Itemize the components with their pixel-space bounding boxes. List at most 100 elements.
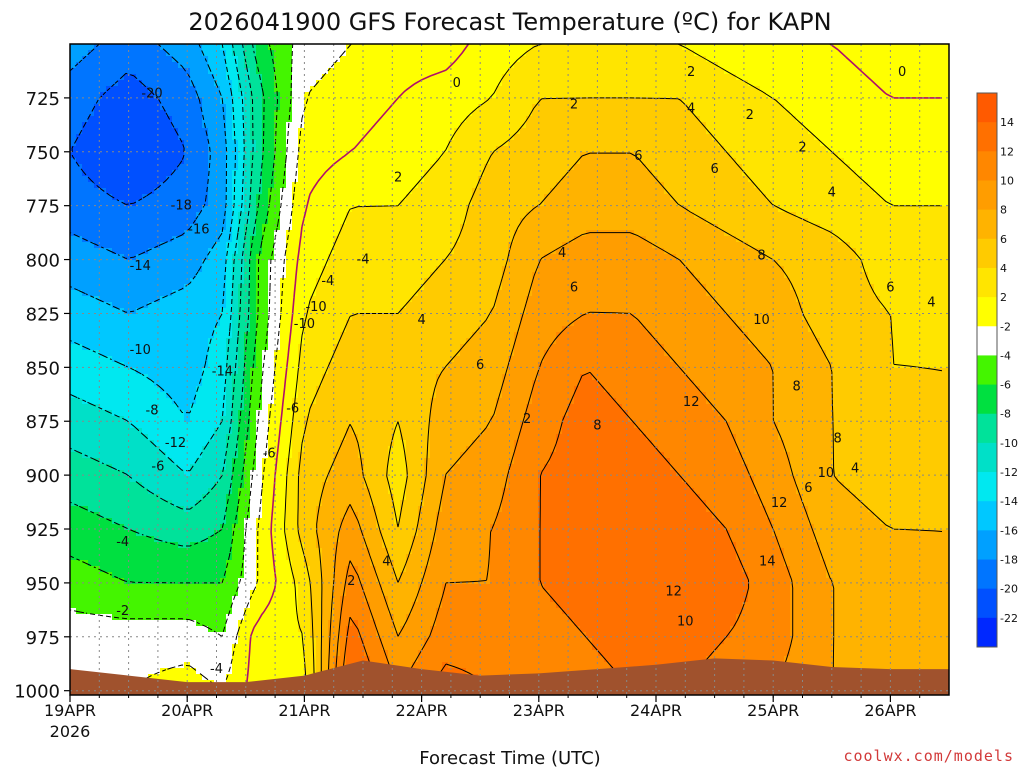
field-cell bbox=[130, 620, 136, 626]
field-cell bbox=[256, 626, 262, 632]
field-cell bbox=[142, 374, 148, 380]
field-cell bbox=[316, 560, 322, 566]
field-cell bbox=[166, 626, 172, 632]
field-cell bbox=[160, 386, 166, 392]
field-cell bbox=[130, 548, 136, 554]
field-cell bbox=[178, 134, 184, 140]
field-cell bbox=[214, 368, 220, 374]
field-cell bbox=[166, 188, 172, 194]
field-cell bbox=[340, 524, 346, 530]
field-cell bbox=[244, 368, 250, 374]
field-cell bbox=[70, 350, 76, 356]
field-cell bbox=[106, 536, 112, 542]
field-cell bbox=[166, 434, 172, 440]
field-cell bbox=[82, 278, 88, 284]
field-cell bbox=[70, 164, 76, 170]
field-cell bbox=[106, 230, 112, 236]
field-cell bbox=[244, 608, 250, 614]
field-cell bbox=[286, 536, 292, 542]
field-cell bbox=[310, 428, 316, 434]
field-cell bbox=[208, 224, 214, 230]
field-cell bbox=[262, 56, 268, 62]
field-cell bbox=[322, 500, 328, 506]
field-cell bbox=[106, 104, 112, 110]
field-cell bbox=[220, 380, 226, 386]
field-cell bbox=[268, 554, 274, 560]
field-cell bbox=[118, 356, 124, 362]
field-cell bbox=[112, 584, 118, 590]
field-cell bbox=[262, 548, 268, 554]
field-cell bbox=[262, 314, 268, 320]
field-cell bbox=[310, 68, 316, 74]
field-cell bbox=[298, 602, 304, 608]
field-cell bbox=[322, 620, 328, 626]
field-cell bbox=[310, 134, 316, 140]
field-cell bbox=[268, 398, 274, 404]
field-cell bbox=[322, 356, 328, 362]
field-cell bbox=[328, 482, 334, 488]
field-cell bbox=[148, 74, 154, 80]
field-cell bbox=[100, 530, 106, 536]
field-cell bbox=[340, 362, 346, 368]
field-cell bbox=[172, 632, 178, 638]
field-cell bbox=[274, 368, 280, 374]
field-cell bbox=[322, 194, 328, 200]
field-cell bbox=[88, 404, 94, 410]
field-cell bbox=[232, 296, 238, 302]
field-cell bbox=[220, 62, 226, 68]
field-cell bbox=[232, 464, 238, 470]
field-cell bbox=[76, 164, 82, 170]
field-cell bbox=[226, 122, 232, 128]
field-cell bbox=[106, 350, 112, 356]
field-cell bbox=[148, 644, 154, 650]
field-cell bbox=[322, 656, 328, 662]
field-cell bbox=[88, 440, 94, 446]
field-cell bbox=[166, 50, 172, 56]
field-cell bbox=[184, 50, 190, 56]
field-cell bbox=[178, 302, 184, 308]
field-cell bbox=[100, 350, 106, 356]
field-cell bbox=[214, 374, 220, 380]
field-cell bbox=[250, 506, 256, 512]
field-cell bbox=[292, 86, 298, 92]
field-cell bbox=[148, 242, 154, 248]
field-cell bbox=[88, 536, 94, 542]
field-cell bbox=[106, 284, 112, 290]
field-cell bbox=[334, 362, 340, 368]
field-cell bbox=[112, 560, 118, 566]
field-cell bbox=[70, 338, 76, 344]
field-cell bbox=[256, 110, 262, 116]
field-cell bbox=[262, 584, 268, 590]
field-cell bbox=[196, 656, 202, 662]
field-cell bbox=[136, 248, 142, 254]
field-cell bbox=[124, 272, 130, 278]
field-cell bbox=[82, 410, 88, 416]
field-cell bbox=[148, 380, 154, 386]
field-cell bbox=[184, 152, 190, 158]
field-cell bbox=[196, 230, 202, 236]
field-cell bbox=[112, 650, 118, 656]
field-cell bbox=[232, 242, 238, 248]
field-cell bbox=[112, 152, 118, 158]
field-cell bbox=[82, 92, 88, 98]
field-cell bbox=[142, 134, 148, 140]
field-cell bbox=[178, 668, 184, 674]
field-cell bbox=[178, 584, 184, 590]
field-cell bbox=[106, 404, 112, 410]
field-cell bbox=[268, 134, 274, 140]
field-cell bbox=[250, 278, 256, 284]
field-cell bbox=[76, 470, 82, 476]
field-cell bbox=[262, 278, 268, 284]
field-cell bbox=[226, 596, 232, 602]
field-cell bbox=[286, 68, 292, 74]
field-cell bbox=[172, 470, 178, 476]
field-cell bbox=[256, 482, 262, 488]
field-cell bbox=[286, 380, 292, 386]
field-cell bbox=[232, 584, 238, 590]
field-cell bbox=[112, 116, 118, 122]
field-cell bbox=[178, 152, 184, 158]
field-cell bbox=[88, 338, 94, 344]
field-cell bbox=[316, 206, 322, 212]
field-cell bbox=[88, 194, 94, 200]
field-cell bbox=[70, 452, 76, 458]
